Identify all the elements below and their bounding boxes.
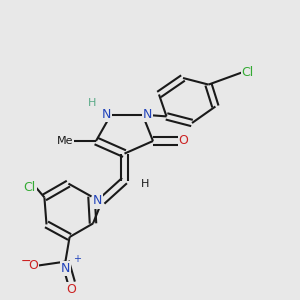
Text: Me: Me [56,136,73,146]
Text: H: H [141,178,149,189]
Text: Cl: Cl [24,181,36,194]
Text: N: N [93,194,102,208]
Text: N: N [142,108,152,121]
Text: H: H [88,98,97,108]
Text: O: O [178,134,188,148]
Text: O: O [28,259,38,272]
Text: −: − [20,255,31,268]
Text: +: + [73,254,81,264]
Text: Cl: Cl [242,66,254,79]
Text: N: N [61,262,70,275]
Text: N: N [102,108,111,121]
Text: O: O [67,283,76,296]
